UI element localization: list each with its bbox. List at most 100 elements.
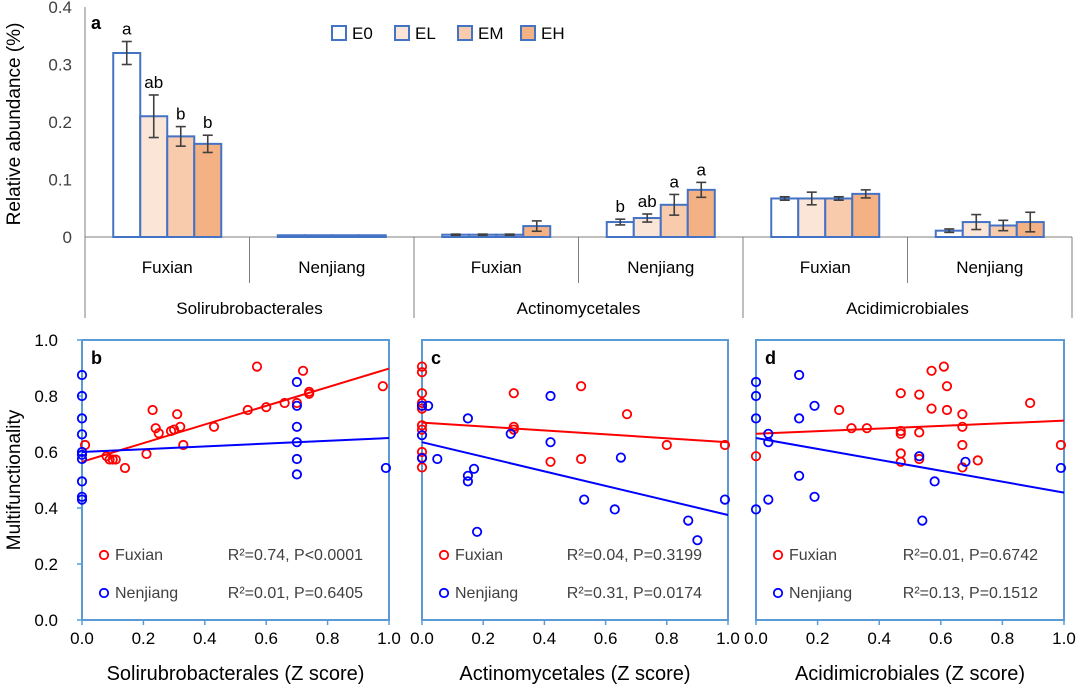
panel-a-y-tick-label: 0.4 [48,0,72,17]
panel-a-y-tick-label: 0.2 [48,113,72,132]
panel-b-point-fuxian [147,404,158,416]
panel-d-point-fuxian [914,427,925,438]
panel-a-y-tick-label: 0.3 [48,56,72,75]
panel-b-point-nenjiang [291,376,302,388]
panel-b-point-nenjiang [380,462,392,474]
panel-b-point-fuxian [141,448,152,460]
panel-c-point-nenjiang [692,535,703,546]
panel-b-x-tick-label: 0.0 [70,629,94,648]
panel-a-legend-label: EH [541,24,565,43]
panel-d-x-tick-label: 0.4 [867,629,891,648]
panel-a-legend-label: EM [478,24,504,43]
panel-d-point-nenjiang [1055,462,1067,474]
panel-d-point-nenjiang [960,456,971,467]
panel-a-order-label: Solirubrobacterales [176,299,322,318]
panel-c-point-nenjiang [505,428,516,439]
panel-b-point-fuxian [107,454,118,465]
panel-b-point-nenjiang [291,400,302,411]
panel-d-point-nenjiang [763,494,774,505]
panel-b-legend-stat: R²=0.01, P=0.6405 [228,585,363,602]
panel-c-point-nenjiang [423,400,434,411]
panel-a-legend-label: E0 [352,24,373,43]
panel-d-point-fuxian [972,455,983,466]
panel-a-bar-e0 [770,197,800,239]
panel-d-fit-line-nenjiang [755,437,1065,494]
panel-d-legend-marker [772,549,784,561]
panel-d-point-fuxian [941,404,953,416]
panel-d-point-nenjiang [794,470,805,481]
panel-a-significance-letter: ab [144,73,163,92]
panel-c-point-nenjiang [719,494,731,505]
panel-c-letter: c [431,348,441,368]
panel-b-point-fuxian [178,439,189,451]
panel-d-x-tick-label: 0.2 [806,629,830,648]
panel-d-point-nenjiang [750,413,762,424]
panel-c-point-fuxian [416,361,428,372]
panel-a-significance-letter: a [122,20,132,39]
panel-d-point-fuxian [957,462,968,473]
panel-d-x-tick-label: 0.8 [991,629,1015,648]
panel-c-legend-marker [438,587,450,599]
panel-b-point-nenjiang [76,453,88,465]
panel-b-point-fuxian [208,421,220,432]
panel-d-legend-stat: R²=0.13, P=0.1512 [903,585,1038,602]
panel-c-point-nenjiang [683,515,694,526]
panel-b-fit-line-nenjiang [81,437,390,453]
panel-c-point-fuxian [508,388,519,399]
panel-c-x-tick-label: 1.0 [716,629,740,648]
panel-d-legend-marker [772,587,784,599]
panel-a-site-label: Nenjiang [298,258,365,277]
panel-d-point-fuxian [957,439,968,451]
panel-b-legend-marker [98,549,110,561]
panel-c-point-nenjiang [545,390,556,402]
panel-c-x-axis-label: Actinomycetales (Z score) [459,663,690,685]
panel-c-point-fuxian [621,409,633,420]
panel-d-point-fuxian [834,404,845,416]
panel-c-x-tick-label: 0.0 [410,629,434,648]
panel-a-bar-em [824,197,854,239]
panel-d-point-fuxian [750,451,762,462]
panel-d-scatter: 0.0 0.2 0.4 0.6 0.8 1.0 Acidimicrobiales (Z sc… [744,339,1076,685]
panel-a-letter: a [91,13,102,33]
panel-d-point-fuxian [926,403,937,414]
panel-c-point-fuxian [576,381,587,392]
panel-a-order-label: Acidimicrobiales [846,299,969,318]
panel-d-point-nenjiang [763,437,774,448]
panel-c-point-fuxian [416,424,428,435]
panel-c-point-fuxian [416,446,428,458]
panel-c-point-nenjiang [462,413,473,424]
panel-b-fit-line-fuxian [81,367,390,463]
panel-d-point-fuxian [846,423,857,434]
panel-a-legend-label: EL [415,24,436,43]
panel-b-point-nenjiang [76,390,88,402]
panel-b-y-tick-label: 0.6 [34,443,58,462]
panel-b-point-fuxian [377,381,388,392]
panel-d-point-fuxian [914,389,925,400]
panel-b-point-fuxian [104,454,115,465]
panel-c-point-nenjiang [416,430,428,441]
panel-a-site-label: Fuxian [471,258,522,277]
panel-c-point-nenjiang [579,494,590,505]
panel-d-point-fuxian [938,361,949,372]
panel-c-scatter: 0.0 0.2 0.4 0.6 0.8 1.0 Actinomycetales (Z sco… [410,339,740,685]
panel-b-x-tick-label: 0.4 [193,629,217,648]
panel-b-x-tick-label: 0.6 [254,629,278,648]
panel-d-point-fuxian [1055,439,1067,451]
panel-b-point-fuxian [172,409,183,420]
panel-d-x-tick-label: 1.0 [1052,629,1076,648]
panel-d-x-tick-label: 0.6 [929,629,953,648]
panel-a-bar-el [303,234,333,238]
panel-d-point-nenjiang [794,369,805,381]
panel-d-point-fuxian [957,421,968,432]
panel-d-point-nenjiang [750,376,762,388]
panel-c-fit-line-nenjiang [421,441,729,516]
panel-b-point-fuxian [297,365,309,376]
panel-d-point-fuxian [1025,397,1036,409]
panel-c-point-nenjiang [615,452,627,463]
panel-b-point-fuxian [110,454,121,465]
panel-a-legend-swatch [394,25,410,41]
panel-c-legend-label: Fuxian [455,547,503,564]
panel-b-point-nenjiang [76,494,88,505]
panel-c-point-fuxian [545,456,556,467]
panel-b-y-tick-label: 0.8 [34,387,58,406]
